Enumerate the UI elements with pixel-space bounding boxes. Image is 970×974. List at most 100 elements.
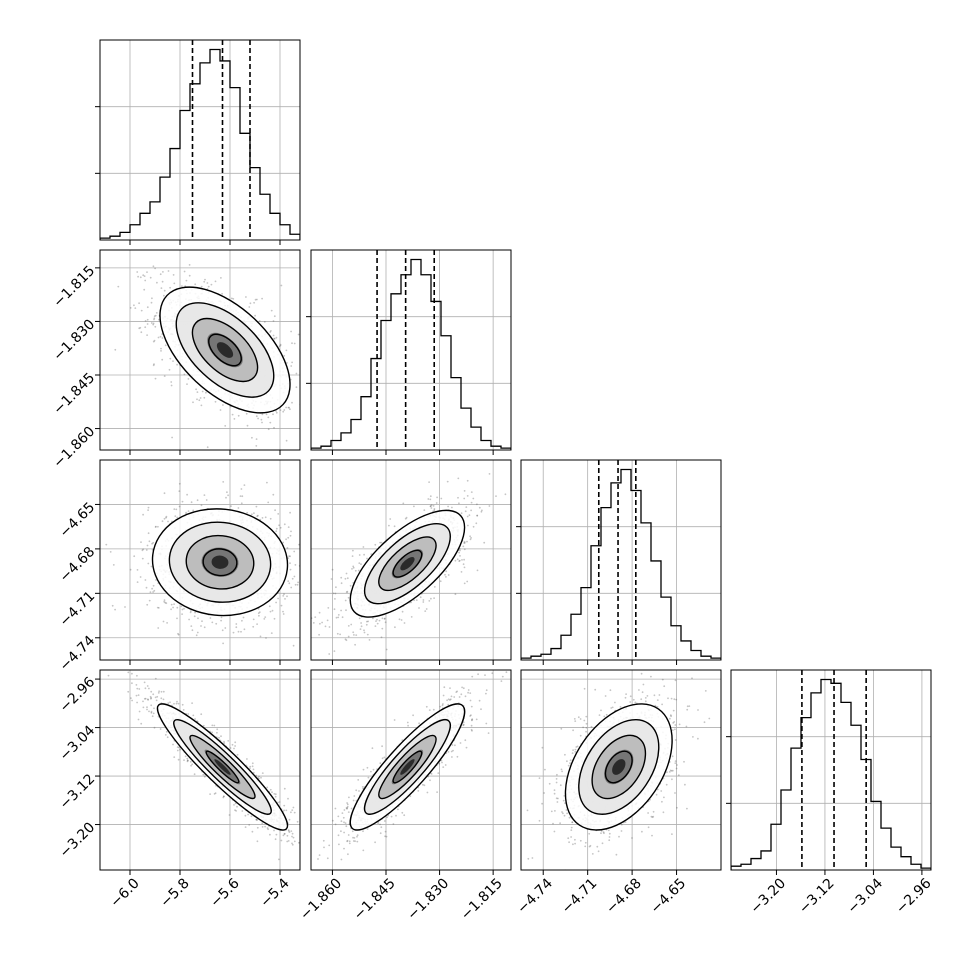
sample-point <box>161 287 163 289</box>
sample-point <box>146 709 148 711</box>
sample-point <box>267 827 269 829</box>
sample-point <box>288 830 290 832</box>
sample-point <box>148 532 150 534</box>
sample-point <box>201 286 203 288</box>
sample-point <box>142 701 144 703</box>
sample-point <box>418 607 420 609</box>
sample-point <box>252 831 254 833</box>
sample-point <box>265 516 267 518</box>
sample-point <box>131 682 133 684</box>
sample-point <box>187 760 189 762</box>
sample-point <box>200 625 202 627</box>
sample-point <box>471 491 473 493</box>
sample-point <box>156 282 158 284</box>
sample-point <box>308 391 310 393</box>
sample-point <box>167 521 169 523</box>
sample-point <box>158 337 160 339</box>
sample-point <box>303 387 305 389</box>
sample-point <box>433 597 435 599</box>
sample-point <box>171 385 173 387</box>
sample-point <box>158 607 160 609</box>
sample-point <box>426 608 428 610</box>
sample-point <box>201 620 203 622</box>
sample-point <box>324 407 326 409</box>
sample-point <box>188 378 190 380</box>
sample-point <box>227 494 229 496</box>
sample-point <box>273 335 275 337</box>
sample-point <box>305 532 307 534</box>
sample-point <box>138 302 140 304</box>
sample-point <box>257 418 259 420</box>
sample-point <box>295 584 297 586</box>
sample-point <box>455 560 457 562</box>
sample-point <box>191 763 193 765</box>
sample-point <box>150 591 152 593</box>
sample-point <box>171 604 173 606</box>
sample-point <box>286 595 288 597</box>
sample-point <box>144 275 146 277</box>
sample-point <box>267 502 269 504</box>
sample-point <box>204 776 206 778</box>
sample-point <box>291 836 293 838</box>
sample-point <box>333 395 335 397</box>
sample-point <box>163 621 165 623</box>
sample-point <box>137 276 139 278</box>
sample-point <box>266 413 268 415</box>
sample-point <box>254 315 256 317</box>
sample-point <box>234 418 236 420</box>
sample-point <box>273 320 275 322</box>
sample-point <box>252 626 254 628</box>
sample-point <box>146 604 148 606</box>
sample-point <box>293 807 295 809</box>
sample-point <box>472 498 474 500</box>
sample-point <box>160 336 162 338</box>
sample-point <box>164 599 166 601</box>
sample-point <box>151 711 153 713</box>
sample-point <box>434 586 436 588</box>
sample-point <box>276 528 278 530</box>
sample-point <box>235 810 237 812</box>
sample-point <box>151 588 153 590</box>
sample-point <box>230 747 232 749</box>
sample-point <box>283 835 285 837</box>
sample-point <box>154 727 156 729</box>
sample-point <box>204 279 206 281</box>
sample-point <box>208 286 210 288</box>
sample-point <box>257 515 259 517</box>
sample-point <box>308 557 310 559</box>
sample-point <box>291 362 293 364</box>
sample-point <box>157 627 159 629</box>
sample-point <box>155 315 157 317</box>
sample-point <box>194 773 196 775</box>
sample-point <box>461 512 463 514</box>
sample-point <box>220 277 222 279</box>
sample-point <box>138 327 140 329</box>
sample-point <box>200 713 202 715</box>
sample-point <box>401 619 403 621</box>
sample-point <box>459 555 461 557</box>
sample-point <box>178 490 180 492</box>
sample-point <box>137 581 139 583</box>
sample-point <box>160 348 162 350</box>
sample-point <box>280 409 282 411</box>
sample-point <box>402 611 404 613</box>
sample-point <box>375 620 377 622</box>
sample-point <box>245 826 247 828</box>
sample-point <box>223 741 225 743</box>
sample-point <box>469 535 471 537</box>
sample-point <box>196 398 198 400</box>
sample-point <box>215 623 217 625</box>
sample-point <box>151 302 153 304</box>
sample-point <box>203 397 205 399</box>
sample-point <box>209 793 211 795</box>
sample-point <box>211 732 213 734</box>
sample-point <box>182 501 184 503</box>
sample-point <box>145 320 147 322</box>
sample-point <box>297 582 299 584</box>
sample-point <box>227 740 229 742</box>
sample-point <box>274 618 276 620</box>
sample-point <box>258 615 260 617</box>
sample-point <box>294 343 296 345</box>
sample-point <box>377 623 379 625</box>
sample-point <box>224 425 226 427</box>
